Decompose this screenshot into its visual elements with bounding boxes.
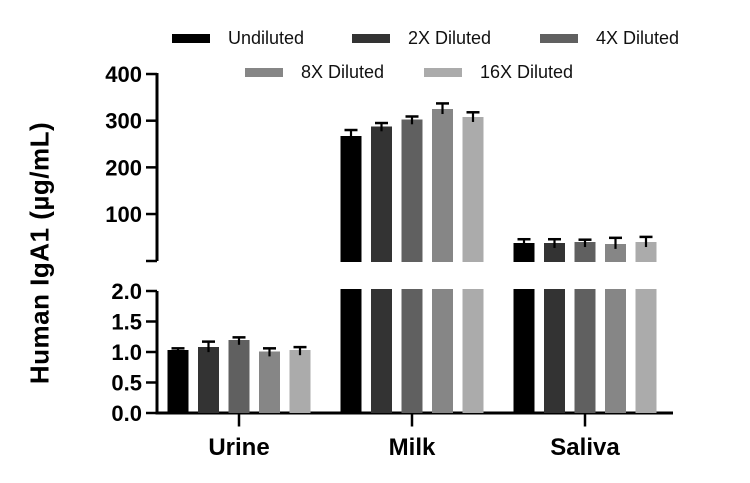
bar-bottom-urine-2	[228, 339, 250, 413]
legend-item-2x-diluted: 2X Diluted	[352, 28, 491, 48]
bar-bottom-clipped-milk-3	[432, 289, 453, 413]
bar-bottom-clipped-saliva-1	[544, 289, 565, 413]
bar-bottom-clipped-milk-0	[340, 289, 362, 413]
legend-swatch-8x-diluted	[245, 67, 283, 77]
bar-bottom-clipped-saliva-0	[513, 289, 535, 413]
legend-swatch-undiluted	[172, 33, 210, 43]
bar-top-milk-2	[401, 119, 423, 262]
y-axis-bottom-tick-label: 1.0	[111, 340, 142, 365]
legend-item-16x-diluted: 16X Diluted	[424, 62, 573, 82]
legend-item-4x-diluted: 4X Diluted	[540, 28, 679, 48]
bar-bottom-urine-4	[289, 350, 311, 413]
x-axis-category-label: Milk	[389, 434, 436, 461]
bar-top-milk-1	[371, 126, 392, 262]
y-axis-bottom-tick-label: 1.5	[111, 310, 142, 335]
bar-bottom-urine-1	[198, 347, 219, 413]
bar-top-saliva-3	[605, 243, 626, 262]
legend-label-4x-diluted: 4X Diluted	[596, 27, 680, 48]
bar-bottom-clipped-saliva-2	[574, 289, 596, 413]
y-axis-bottom-tick-label: 2.0	[111, 279, 142, 304]
legend-label-8x-diluted: 8X Diluted	[301, 61, 385, 82]
x-axis-category-label: Urine	[208, 434, 269, 461]
bar-bottom-clipped-milk-1	[371, 289, 392, 413]
bar-top-milk-4	[462, 116, 484, 263]
y-axis-top-tick-label: 300	[105, 109, 142, 134]
legend-label-16x-diluted: 16X Diluted	[480, 61, 574, 82]
y-axis-top-tick-label: 400	[105, 62, 142, 87]
bar-top-milk-3	[432, 109, 453, 263]
bar-top-saliva-4	[635, 242, 657, 262]
y-axis-bottom-tick-label: 0.5	[111, 371, 142, 396]
bar-top-saliva-2	[574, 242, 596, 262]
legend-label-2x-diluted: 2X Diluted	[408, 27, 492, 48]
bar-bottom-clipped-milk-4	[462, 289, 484, 413]
bar-top-milk-0	[340, 136, 362, 262]
y-axis-bottom-tick-label: 0.0	[111, 401, 142, 426]
legend-swatch-16x-diluted	[424, 67, 462, 77]
bar-top-saliva-1	[544, 242, 565, 262]
bar-bottom-clipped-milk-2	[401, 289, 423, 413]
y-axis-top-tick-label: 200	[105, 155, 142, 180]
x-axis-category-label: Saliva	[550, 434, 620, 461]
bar-bottom-clipped-saliva-3	[605, 289, 626, 413]
bar-bottom-urine-3	[259, 351, 280, 413]
legend-swatch-4x-diluted	[540, 33, 578, 43]
legend: Undiluted 2X Diluted 4X Diluted 8X Diluted 1…	[0, 0, 750, 95]
bar-bottom-urine-0	[167, 350, 189, 413]
legend-label-undiluted: Undiluted	[228, 27, 305, 48]
legend-swatch-2x-diluted	[352, 33, 390, 43]
legend-item-undiluted: Undiluted	[172, 28, 304, 48]
y-axis-top-tick-label: 100	[105, 202, 142, 227]
bar-top-saliva-0	[513, 242, 535, 262]
legend-item-8x-diluted: 8X Diluted	[245, 62, 384, 82]
bar-bottom-clipped-saliva-4	[635, 289, 657, 413]
